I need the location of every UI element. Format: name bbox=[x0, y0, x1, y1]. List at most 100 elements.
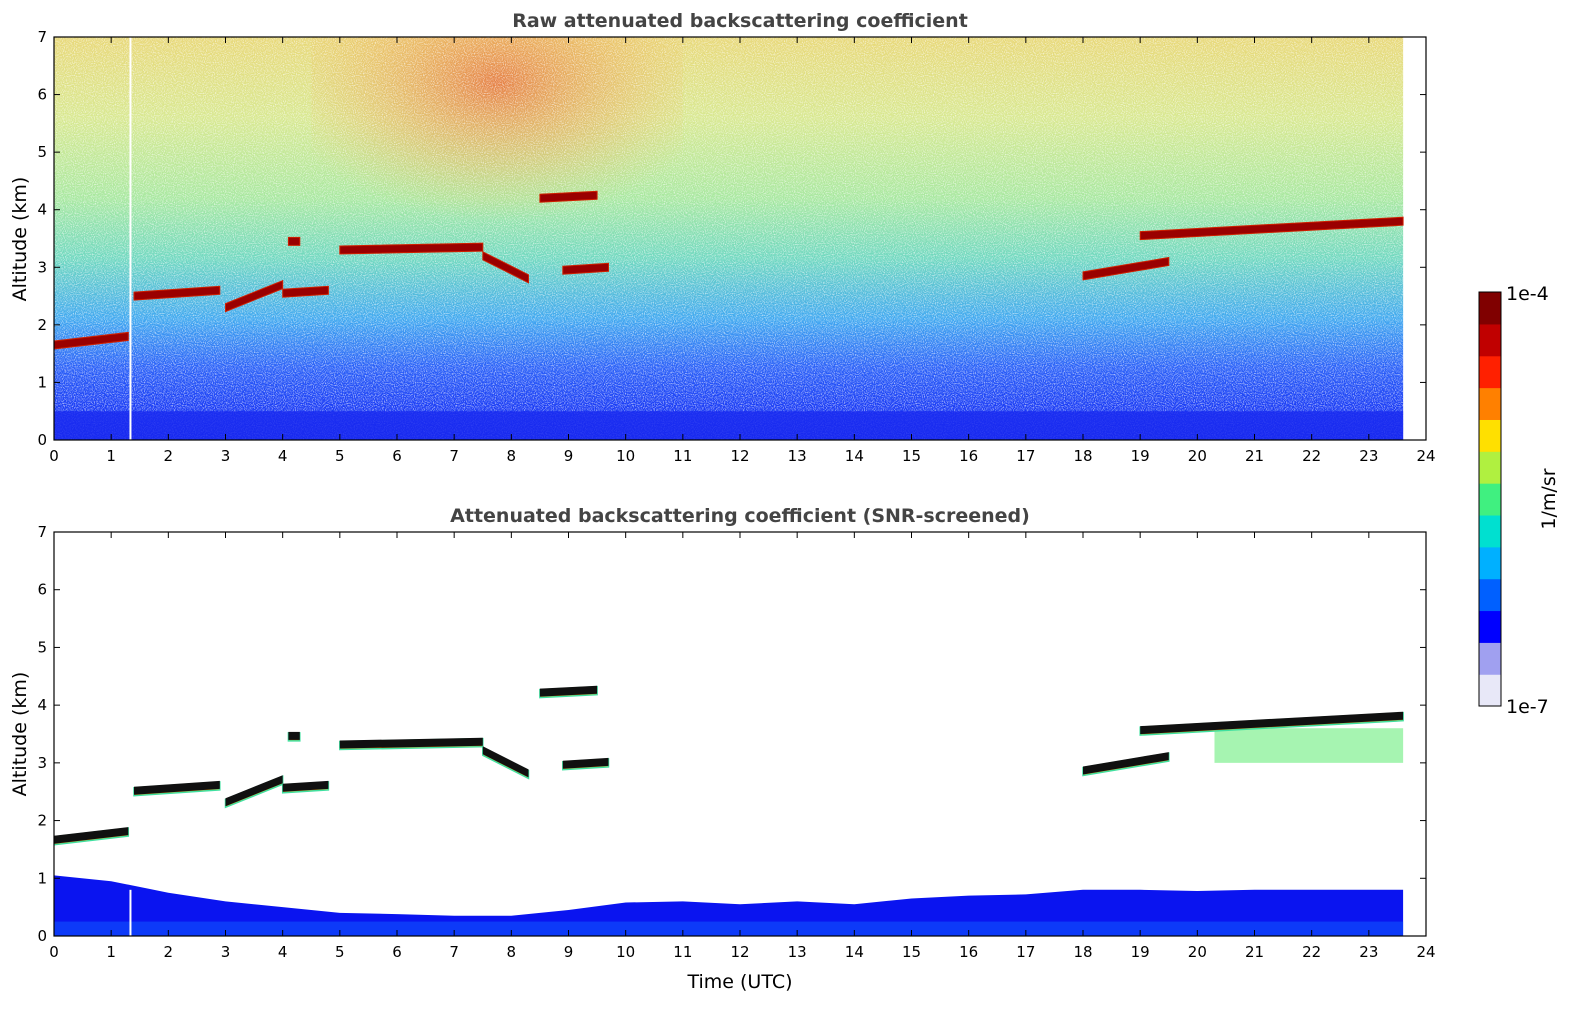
screened-backscatter-panel: Attenuated backscattering coefficient (S… bbox=[9, 505, 1436, 993]
y-tick-label: 2 bbox=[37, 812, 47, 830]
screened-cloud-fringe bbox=[1214, 728, 1404, 763]
raw-cloud-layer bbox=[339, 242, 484, 255]
screened-cloud-layer bbox=[1083, 752, 1169, 775]
y-tick-label: 7 bbox=[37, 523, 47, 541]
y-tick-label: 3 bbox=[37, 258, 47, 276]
colorbar-band bbox=[1479, 514, 1501, 548]
x-tick-label: 19 bbox=[1131, 447, 1150, 465]
y-tick-label: 1 bbox=[37, 373, 47, 391]
x-tick-label: 18 bbox=[1073, 447, 1092, 465]
colorbar-band bbox=[1479, 578, 1501, 612]
x-tick-label: 7 bbox=[449, 943, 459, 961]
x-tick-label: 1 bbox=[106, 447, 116, 465]
x-tick-label: 15 bbox=[902, 943, 921, 961]
y-tick-label: 0 bbox=[37, 431, 47, 449]
y-tick-label: 7 bbox=[37, 28, 47, 46]
colorbar-band bbox=[1479, 674, 1501, 707]
x-tick-label: 24 bbox=[1416, 447, 1435, 465]
screened-background-field bbox=[54, 728, 1404, 936]
raw-cloud-layer bbox=[282, 285, 329, 298]
raw-cloud-layer bbox=[287, 236, 301, 246]
x-tick-label: 17 bbox=[1016, 943, 1035, 961]
y-tick-label: 4 bbox=[37, 201, 47, 219]
x-tick-label: 22 bbox=[1302, 447, 1321, 465]
y-tick-label: 6 bbox=[37, 86, 47, 104]
x-tick-label: 8 bbox=[507, 943, 517, 961]
colorbar-band bbox=[1479, 610, 1501, 643]
screened-y-ticks: 0 1 2 3 4 5 6 7 bbox=[37, 523, 1426, 945]
y-tick-label: 5 bbox=[37, 143, 47, 161]
x-tick-label: 16 bbox=[959, 447, 978, 465]
raw-cloud-layer bbox=[225, 279, 284, 313]
y-tick-label: 0 bbox=[37, 927, 47, 945]
x-tick-label: 4 bbox=[278, 447, 288, 465]
colorbar-band bbox=[1479, 483, 1501, 516]
screened-cloud-layer bbox=[539, 685, 598, 697]
x-tick-label: 16 bbox=[959, 943, 978, 961]
colorbar-band bbox=[1479, 387, 1501, 420]
x-tick-label: 0 bbox=[49, 943, 59, 961]
x-tick-label: 4 bbox=[278, 943, 288, 961]
colorbar-band bbox=[1479, 546, 1501, 580]
raw-cloud-layer bbox=[54, 331, 129, 350]
colorbar-band bbox=[1479, 642, 1501, 675]
x-tick-label: 20 bbox=[1188, 943, 1207, 961]
screened-cloud-layer bbox=[134, 780, 220, 795]
colorbar: 1e-4 1e-7 1/m/sr bbox=[1478, 283, 1560, 718]
x-tick-label: 2 bbox=[164, 447, 174, 465]
x-tick-label: 10 bbox=[616, 943, 635, 961]
raw-boundary-layer bbox=[54, 411, 1404, 440]
screened-cloud-layer bbox=[1140, 711, 1404, 735]
x-tick-label: 18 bbox=[1073, 943, 1092, 961]
colorbar-band bbox=[1479, 292, 1501, 325]
screened-cloud-layer bbox=[339, 737, 483, 749]
y-tick-label: 2 bbox=[37, 316, 47, 334]
x-tick-label: 13 bbox=[788, 447, 807, 465]
y-tick-label: 3 bbox=[37, 754, 47, 772]
colorbar-frame bbox=[1478, 291, 1502, 707]
screened-y-axis-label: Altitude (km) bbox=[9, 672, 31, 797]
x-tick-label: 5 bbox=[335, 447, 345, 465]
raw-panel-title: Raw attenuated backscattering coefficien… bbox=[512, 10, 968, 32]
x-tick-label: 21 bbox=[1245, 943, 1264, 961]
x-tick-label: 2 bbox=[164, 943, 174, 961]
screened-panel-title: Attenuated backscattering coefficient (S… bbox=[450, 505, 1030, 527]
raw-x-ticks: 0 1 2 3 4 5 6 7 8 9 10 11 12 13 14 15 16 17 18 19 20 21 22 23 24 bbox=[49, 37, 1436, 465]
raw-speckle-noise bbox=[54, 37, 1404, 440]
screened-boundary-layer bbox=[54, 875, 1404, 936]
raw-cloud-layer bbox=[539, 190, 598, 203]
x-tick-label: 11 bbox=[673, 447, 692, 465]
x-tick-label: 3 bbox=[221, 447, 231, 465]
raw-cloud-layer bbox=[562, 262, 609, 275]
screened-cloud-layers bbox=[54, 685, 1404, 846]
x-tick-label: 23 bbox=[1359, 943, 1378, 961]
screened-cloud-layer bbox=[482, 746, 529, 778]
x-tick-label: 14 bbox=[845, 447, 864, 465]
x-tick-label: 7 bbox=[449, 447, 459, 465]
colorbar-min-label: 1e-7 bbox=[1506, 696, 1549, 718]
colorbar-unit-label: 1/m/sr bbox=[1538, 468, 1560, 529]
y-tick-label: 4 bbox=[37, 696, 47, 714]
x-tick-label: 6 bbox=[392, 447, 402, 465]
x-tick-label: 19 bbox=[1131, 943, 1150, 961]
raw-data-gap bbox=[129, 37, 132, 440]
colorbar-max-label: 1e-4 bbox=[1506, 283, 1549, 305]
screened-cloud-layer bbox=[225, 775, 283, 807]
raw-y-ticks: 0 1 2 3 4 5 6 7 bbox=[37, 28, 1426, 449]
x-tick-label: 5 bbox=[335, 943, 345, 961]
screened-cloud-layer bbox=[54, 827, 129, 844]
x-tick-label: 12 bbox=[730, 447, 749, 465]
x-tick-label: 17 bbox=[1016, 447, 1035, 465]
x-tick-label: 8 bbox=[507, 447, 517, 465]
raw-background-field bbox=[54, 37, 1404, 440]
raw-y-axis-label: Altitude (km) bbox=[9, 177, 31, 302]
raw-cloud-layer bbox=[1139, 216, 1404, 241]
screened-cloud-layer bbox=[562, 757, 609, 769]
colorbar-scale bbox=[1479, 292, 1501, 707]
x-tick-label: 11 bbox=[673, 943, 692, 961]
raw-backscatter-panel: Raw attenuated backscattering coefficien… bbox=[9, 10, 1436, 465]
screened-surface-layer bbox=[54, 921, 1404, 936]
colorbar-band bbox=[1479, 323, 1501, 357]
x-tick-label: 9 bbox=[564, 943, 574, 961]
